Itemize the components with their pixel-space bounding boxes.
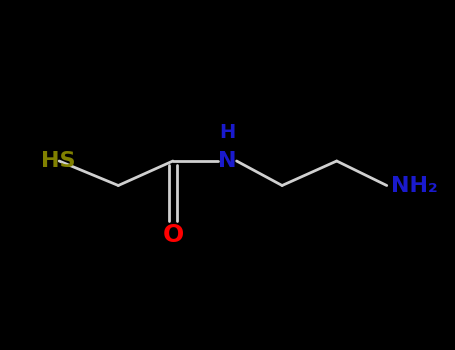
Text: HS: HS <box>41 151 76 171</box>
Text: NH₂: NH₂ <box>391 175 438 196</box>
Text: N: N <box>218 151 237 171</box>
Text: O: O <box>162 223 183 246</box>
Text: H: H <box>219 123 236 142</box>
